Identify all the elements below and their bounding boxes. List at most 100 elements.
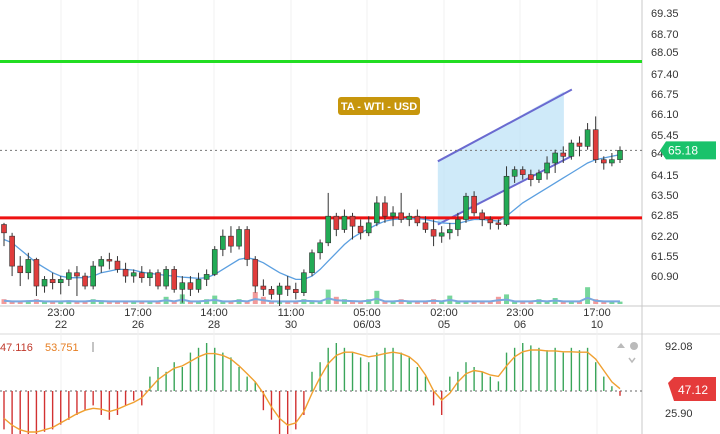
last-price-tag-bg: [660, 141, 716, 160]
volume-bar: [350, 300, 356, 304]
volume-bar: [309, 300, 315, 304]
time-axis-time: 17:00: [124, 307, 152, 319]
volume-bar: [147, 301, 153, 304]
volume-bar: [576, 301, 582, 304]
price-tick-label: 61.55: [651, 251, 679, 263]
candle-body: [122, 269, 129, 277]
volume-bar: [74, 301, 80, 304]
candle-body: [163, 269, 169, 287]
time-axis-time: 23:00: [47, 307, 75, 319]
oscillator-line: [3, 349, 621, 433]
collapse-icon[interactable]: [617, 343, 625, 348]
price-tick-label: 69.35: [651, 8, 679, 20]
candle-body: [576, 142, 583, 147]
candle-body: [495, 222, 502, 225]
volume-bar: [471, 301, 477, 304]
chevron-down-icon[interactable]: [628, 357, 636, 364]
candle-body: [471, 195, 477, 214]
candle-body: [333, 215, 340, 230]
volume-bar: [317, 301, 323, 304]
volume-bar: [512, 301, 518, 304]
candle-body: [309, 252, 315, 274]
volume-bars: [1, 287, 623, 304]
oscillator-signal-line: [3, 349, 621, 433]
time-axis-time: 05:00: [353, 307, 381, 319]
candle-body: [195, 279, 202, 290]
volume-bar: [58, 301, 64, 304]
time-axis-day: 26: [132, 319, 144, 331]
candles[interactable]: [1, 116, 623, 306]
candle-body: [430, 229, 437, 237]
candle-body: [536, 172, 542, 180]
oscillator-axis-top: 92.08: [665, 341, 693, 353]
horizontal-levels[interactable]: [0, 60, 642, 220]
volume-bar: [171, 301, 177, 304]
last-price-tag-label: 65.18: [668, 143, 698, 157]
candle-body: [301, 272, 307, 293]
candle-body: [584, 129, 591, 147]
candle-body: [560, 152, 567, 157]
volume-bar: [228, 301, 234, 304]
candle-body: [382, 202, 388, 217]
volume-bar: [382, 301, 388, 304]
volume-bar: [244, 301, 250, 304]
price-tick-label: 63.50: [651, 190, 679, 202]
volume-bar: [487, 301, 493, 304]
candle-body: [341, 215, 348, 230]
volume-bar: [439, 301, 445, 304]
oscillator-axis-bottom: 25.90: [665, 408, 693, 420]
volume-bar: [293, 301, 299, 304]
candle-body: [422, 222, 429, 230]
time-axis-time: 02:00: [430, 307, 458, 319]
volume-bar: [544, 301, 550, 304]
candle-body: [138, 272, 145, 279]
candle-body: [236, 229, 242, 247]
price-axis-labels: 69.35 68.70 68.05 67.40 66.75 66.10 65.4…: [651, 8, 679, 283]
volume-bar: [406, 301, 412, 304]
volume-bar: [82, 301, 88, 304]
candle-body: [98, 259, 105, 267]
candle-body: [9, 235, 15, 267]
candle-body: [552, 152, 558, 164]
volume-bar: [560, 301, 566, 304]
candle-body: [114, 260, 121, 270]
candle-body: [260, 285, 267, 290]
volume-bar: [358, 301, 364, 304]
last-price-tag: 65.18: [660, 141, 716, 160]
candle-body: [41, 279, 48, 287]
candle-body: [276, 285, 283, 295]
oscillator-panel[interactable]: 47.116 53.751 92.08 25.90 47.12: [0, 341, 716, 434]
volume-bar: [268, 301, 274, 304]
candle-body: [82, 275, 88, 287]
oscillator-histogram: [3, 343, 621, 434]
channel-upper-line: [437, 88, 573, 163]
candle-body: [187, 282, 194, 290]
candle-body: [503, 175, 510, 225]
candle-body: [600, 159, 607, 164]
candle-body: [57, 279, 64, 284]
volume-bar: [479, 301, 485, 304]
volume-bar: [17, 301, 23, 304]
candle-body: [171, 269, 178, 290]
volume-bar: [139, 301, 145, 304]
price-tick-label: 66.75: [651, 89, 679, 101]
candle-body: [519, 169, 526, 175]
candle-body: [544, 162, 550, 174]
volume-bar: [463, 301, 469, 304]
volume-bar: [374, 290, 380, 304]
volume-bar: [25, 300, 31, 304]
volume-bar: [520, 301, 526, 304]
settings-icon[interactable]: [630, 342, 638, 350]
candle-body: [228, 235, 234, 247]
candle-body: [609, 159, 615, 164]
symbol-badge: TA - WTI - USD: [338, 97, 420, 115]
candle-body: [479, 212, 486, 220]
time-axis-day: 10: [591, 319, 603, 331]
time-axis: 23:00 22 17:00 26 14:00 28 11:00 30 05:0…: [47, 307, 611, 331]
time-axis-day: 22: [55, 319, 67, 331]
volume-bar: [42, 301, 48, 304]
candle-body: [220, 235, 226, 250]
price-tick-label: 62.85: [651, 210, 679, 222]
